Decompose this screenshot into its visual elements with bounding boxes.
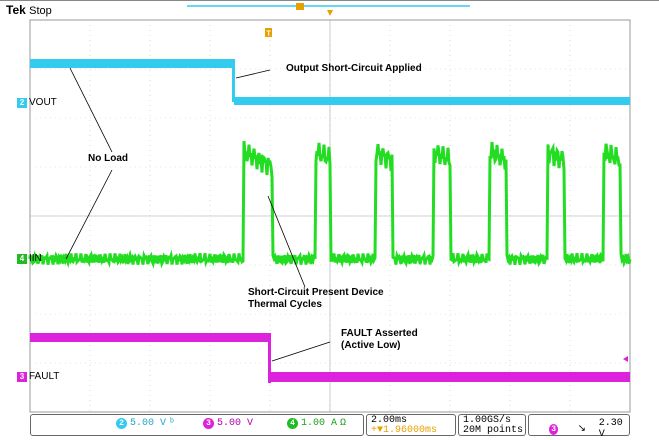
ch2-scale: 5.00 V xyxy=(130,418,167,429)
timebase-value: 2.00ms xyxy=(371,415,408,426)
horizontal-panel[interactable]: 2.00ms +▼1.96000ms xyxy=(366,414,456,436)
annotation-fault-line2: (Active Low) xyxy=(341,340,401,351)
annotation-short-applied: Output Short-Circuit Applied xyxy=(286,63,422,74)
waveform-display: T xyxy=(28,3,632,413)
pointer-thermal-cycles xyxy=(267,195,306,288)
ch2-bandwidth-icon: ᵇ xyxy=(169,418,176,429)
ch2-dot-icon: 2 xyxy=(116,418,127,429)
ch3-scale: 5.00 V xyxy=(217,418,254,429)
vout-trace-high xyxy=(30,59,234,68)
iin-label: IIN xyxy=(29,253,42,264)
annotation-short-present-line2: Thermal Cycles xyxy=(248,299,322,310)
trigger-readout: 3 ↘ 2.30 V xyxy=(549,418,629,440)
trigger-t-label: T xyxy=(267,31,272,38)
waveforms xyxy=(28,59,632,383)
vout-trace-edge xyxy=(232,59,235,102)
vout-trace-low xyxy=(234,97,630,105)
vout-label: VOUT xyxy=(29,97,57,108)
vout-channel-badge: 2 xyxy=(17,97,27,108)
trigger-slope-icon: ↘ xyxy=(577,424,587,435)
annotation-fault-line1: FAULT Asserted xyxy=(341,328,418,339)
ch4-unit: Ω xyxy=(340,418,347,429)
ch4-dot-icon: 4 xyxy=(287,418,298,429)
scope-header: Tek Stop xyxy=(6,3,52,17)
ch3-dot-icon: 3 xyxy=(203,418,214,429)
ch3-readout: 3 5.00 V xyxy=(203,418,253,429)
readout-bar: 2 5.00 V ᵇ 3 5.00 V 4 1.00 A Ω 2.00ms +▼… xyxy=(0,414,659,440)
ch4-scale: 1.00 A xyxy=(301,418,338,429)
fault-channel-badge: 3 xyxy=(17,371,27,382)
fault-trace-low xyxy=(270,372,630,382)
acquisition-panel[interactable]: 1.00GS/s 20M points xyxy=(458,414,526,436)
fault-trace-edge xyxy=(268,333,271,383)
brand-label: Tek xyxy=(6,3,26,17)
fault-label: FAULT xyxy=(29,371,60,382)
trigger-position-value: +▼1.96000ms xyxy=(371,425,438,436)
trigger-panel[interactable]: 3 ↘ 2.30 V xyxy=(528,414,630,440)
trigger-t-marker xyxy=(265,28,272,37)
trigger-source-icon: 3 xyxy=(549,423,559,435)
fault-trace-high xyxy=(30,333,270,342)
vertical-scale-panel[interactable]: 2 5.00 V ᵇ 3 5.00 V 4 1.00 A Ω xyxy=(30,414,364,436)
record-length: 20M points xyxy=(463,425,524,436)
iin-channel-label: 4 IIN xyxy=(17,253,42,264)
ch2-readout: 2 5.00 V ᵇ xyxy=(116,418,175,429)
annotation-no-load: No Load xyxy=(88,153,128,164)
ch4-readout: 4 1.00 A Ω xyxy=(287,418,346,429)
pointer-fault-asserted xyxy=(271,341,331,362)
trigger-level: 2.30 V xyxy=(598,418,623,440)
record-view-marker xyxy=(296,3,304,10)
iin-channel-badge: 4 xyxy=(17,253,27,264)
annotation-short-present: Short-Circuit Present Device Thermal Cyc… xyxy=(248,287,384,311)
fault-channel-label: 3 FAULT xyxy=(17,371,59,382)
acquisition-status: Stop xyxy=(29,5,52,17)
sample-rate: 1.00GS/s xyxy=(463,415,512,426)
annotation-fault-asserted: FAULT Asserted (Active Low) xyxy=(341,328,418,352)
pointer-no-load-iin xyxy=(65,169,113,260)
trigger-position-icon xyxy=(327,10,333,16)
pointer-no-load-vout xyxy=(69,67,113,153)
annotation-short-present-line1: Short-Circuit Present Device xyxy=(248,287,384,298)
vout-channel-label: 2 VOUT xyxy=(17,97,57,108)
iin-trace xyxy=(28,140,632,269)
trigger-level-icon xyxy=(623,356,628,362)
top-border xyxy=(0,0,659,1)
pointer-short-applied xyxy=(235,69,271,79)
